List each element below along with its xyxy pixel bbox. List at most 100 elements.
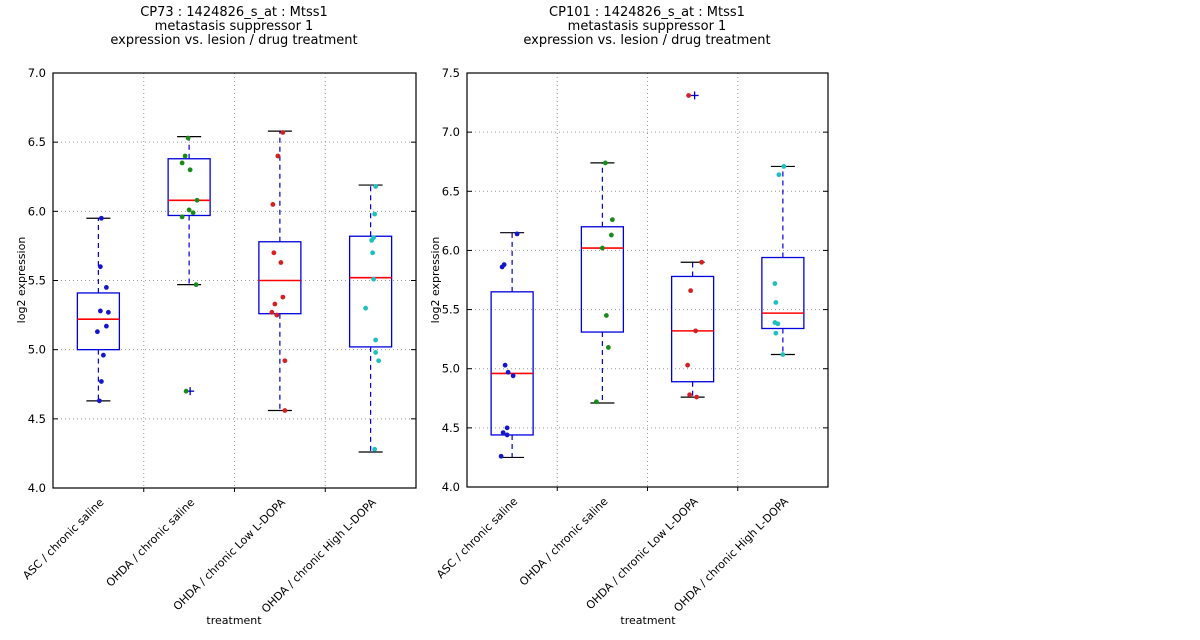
category-label: OHDA / chronic saline xyxy=(517,495,611,589)
data-point xyxy=(280,294,286,300)
data-point xyxy=(376,358,382,364)
data-point xyxy=(269,309,275,315)
y-tick-label: 7.0 xyxy=(28,66,46,80)
data-point xyxy=(187,167,193,173)
data-point xyxy=(271,250,277,256)
data-point xyxy=(373,337,379,343)
data-point xyxy=(282,358,288,364)
data-point xyxy=(500,430,506,435)
category-label: OHDA / chronic saline xyxy=(104,496,198,590)
y-tick-label: 6.0 xyxy=(442,243,460,257)
data-point xyxy=(100,352,106,358)
data-point xyxy=(685,362,691,368)
data-point xyxy=(599,245,605,251)
data-point xyxy=(103,323,109,329)
data-point xyxy=(699,259,705,265)
data-point xyxy=(776,172,782,178)
box xyxy=(258,241,302,315)
data-point xyxy=(270,202,276,207)
data-point xyxy=(280,130,286,135)
category-label: ASC / chronic saline xyxy=(20,496,106,582)
y-tick-label: 4.0 xyxy=(28,481,46,495)
data-point xyxy=(609,217,615,223)
box xyxy=(348,235,393,348)
data-point xyxy=(373,350,379,355)
left-plot-title: CP73 : 1424826_s_at : Mtss1 metastasis s… xyxy=(84,6,384,48)
data-point xyxy=(371,276,377,282)
data-point xyxy=(687,392,693,398)
data-point xyxy=(510,373,516,379)
data-point xyxy=(370,250,376,256)
data-point xyxy=(504,432,510,438)
data-point xyxy=(593,399,599,405)
y-tick-label: 5.0 xyxy=(442,362,460,376)
data-point xyxy=(275,153,281,159)
y-tick-label: 5.5 xyxy=(442,303,460,317)
data-point xyxy=(193,282,199,288)
data-point xyxy=(97,264,103,270)
data-point xyxy=(694,394,700,400)
data-point xyxy=(98,215,104,221)
data-point xyxy=(97,308,103,314)
data-point xyxy=(194,197,200,203)
box xyxy=(167,158,211,217)
data-point xyxy=(96,398,102,404)
data-point xyxy=(781,164,787,169)
category-label: ASC / chronic saline xyxy=(434,495,520,581)
data-point xyxy=(278,260,284,265)
box xyxy=(580,226,625,333)
data-point xyxy=(272,301,278,307)
data-point xyxy=(103,285,109,290)
left-x-axis-label: treatment xyxy=(206,614,262,627)
y-tick-label: 4.5 xyxy=(28,412,46,426)
data-point xyxy=(363,305,369,311)
data-point xyxy=(186,207,192,213)
box xyxy=(76,292,121,351)
data-point xyxy=(686,93,692,98)
data-point xyxy=(502,362,508,368)
data-point xyxy=(693,328,699,334)
data-point xyxy=(372,446,378,452)
data-point xyxy=(94,329,100,335)
left-title-line-2: metastasis suppressor 1 xyxy=(154,19,314,34)
y-tick-label: 7.5 xyxy=(442,66,460,80)
right-y-axis-label: log2 expression xyxy=(429,236,442,324)
y-tick-label: 7.0 xyxy=(442,125,460,139)
left-title-line-1: CP73 : 1424826_s_at : Mtss1 xyxy=(140,5,328,20)
data-point xyxy=(373,184,379,189)
data-point xyxy=(369,237,375,243)
data-point xyxy=(274,312,280,318)
right-title-line-3: expression vs. lesion / drug treatment xyxy=(523,33,771,48)
data-point xyxy=(504,425,510,431)
data-point xyxy=(514,231,520,237)
data-point xyxy=(603,313,609,318)
data-point xyxy=(179,160,185,166)
data-point xyxy=(780,352,786,357)
data-point xyxy=(498,453,504,459)
data-point xyxy=(608,232,614,238)
data-point xyxy=(772,281,778,286)
right-plot-title: CP101 : 1424826_s_at : Mtss1 metastasis … xyxy=(497,6,797,48)
left-title-line-3: expression vs. lesion / drug treatment xyxy=(110,33,358,48)
y-tick-label: 5.0 xyxy=(28,343,46,357)
data-point xyxy=(372,211,378,217)
data-point xyxy=(179,214,185,220)
box xyxy=(670,275,715,383)
data-point xyxy=(98,379,104,384)
box xyxy=(761,256,805,330)
box xyxy=(490,291,534,436)
data-point xyxy=(185,135,191,141)
y-tick-label: 5.5 xyxy=(28,274,46,288)
y-tick-label: 4.0 xyxy=(442,480,460,494)
data-point xyxy=(182,153,188,159)
data-point xyxy=(105,309,111,315)
y-tick-label: 6.5 xyxy=(28,135,46,149)
data-point xyxy=(282,408,288,413)
data-point xyxy=(773,330,779,336)
data-point xyxy=(183,388,189,394)
plot-frame xyxy=(466,72,829,488)
data-point xyxy=(602,160,608,166)
y-tick-label: 6.0 xyxy=(28,204,46,218)
